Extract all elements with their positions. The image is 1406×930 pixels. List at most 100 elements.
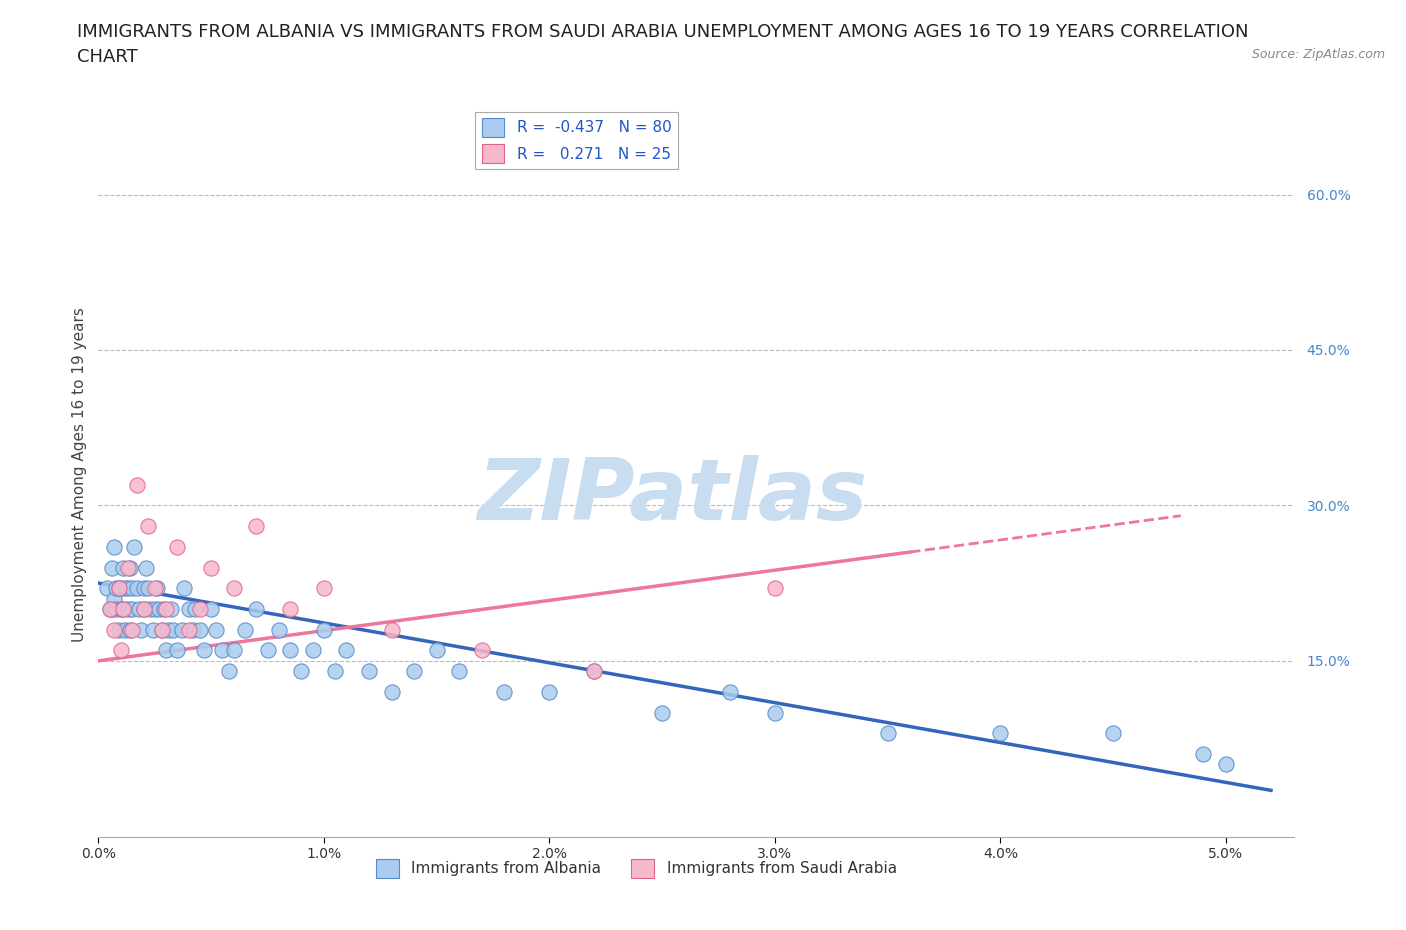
Point (245, 519, 267, 534)
Point (1102, 726, 1125, 741)
Point (312, 622, 335, 637)
Y-axis label: Unemployment Among Ages 16 to 19 years: Unemployment Among Ages 16 to 19 years (72, 307, 87, 642)
Point (141, 622, 163, 637)
Point (121, 622, 143, 637)
Point (157, 622, 180, 637)
Point (110, 602, 132, 617)
Point (112, 560, 135, 575)
Point (112, 602, 135, 617)
Point (136, 519, 159, 534)
Point (222, 643, 245, 658)
Point (278, 602, 301, 617)
Point (139, 602, 162, 617)
Point (211, 643, 233, 658)
Point (107, 581, 129, 596)
Point (146, 581, 169, 596)
Text: IMMIGRANTS FROM ALBANIA VS IMMIGRANTS FROM SAUDI ARABIA UNEMPLOYMENT AMONG AGES : IMMIGRANTS FROM ALBANIA VS IMMIGRANTS FR… (77, 23, 1249, 41)
Point (114, 581, 136, 596)
Point (335, 643, 357, 658)
Point (110, 643, 132, 658)
Point (117, 560, 139, 575)
Point (96, 581, 118, 596)
Point (117, 602, 139, 617)
Point (763, 705, 786, 720)
Point (583, 664, 606, 679)
Point (170, 622, 193, 637)
Point (107, 581, 129, 596)
Point (103, 539, 125, 554)
Point (200, 560, 222, 575)
Point (312, 581, 335, 596)
Text: ZIPatlas: ZIPatlas (477, 455, 868, 538)
Point (117, 581, 139, 596)
Point (105, 581, 128, 596)
Point (290, 664, 312, 679)
Point (101, 602, 124, 617)
Point (200, 602, 222, 617)
Point (110, 581, 132, 596)
Point (148, 602, 170, 617)
Point (143, 602, 166, 617)
Point (181, 622, 204, 637)
Point (103, 622, 125, 637)
Point (990, 726, 1012, 741)
Point (153, 602, 176, 617)
Point (118, 622, 141, 637)
Point (184, 602, 207, 617)
Point (173, 581, 195, 596)
Text: Source: ZipAtlas.com: Source: ZipAtlas.com (1251, 48, 1385, 61)
Point (256, 643, 278, 658)
Point (143, 581, 166, 596)
Point (121, 581, 143, 596)
Point (278, 643, 301, 658)
Point (129, 622, 152, 637)
Point (301, 643, 323, 658)
Point (125, 477, 148, 492)
Point (204, 622, 226, 637)
Point (162, 622, 184, 637)
Point (114, 622, 136, 637)
Point (118, 560, 141, 575)
Point (380, 684, 402, 699)
Point (233, 622, 256, 637)
Point (222, 581, 245, 596)
Point (218, 664, 240, 679)
Point (155, 643, 177, 658)
Point (245, 602, 267, 617)
Legend: Immigrants from Albania, Immigrants from Saudi Arabia: Immigrants from Albania, Immigrants from… (370, 853, 903, 884)
Point (651, 705, 673, 720)
Point (166, 643, 188, 658)
Point (135, 560, 157, 575)
Text: CHART: CHART (77, 48, 138, 66)
Point (380, 622, 402, 637)
Point (121, 602, 143, 617)
Point (404, 664, 426, 679)
Point (718, 684, 741, 699)
Point (538, 684, 561, 699)
Point (150, 622, 173, 637)
Point (763, 581, 786, 596)
Point (128, 602, 150, 617)
Point (323, 664, 346, 679)
Point (267, 622, 290, 637)
Point (188, 622, 211, 637)
Point (177, 602, 200, 617)
Point (193, 643, 215, 658)
Point (112, 602, 135, 617)
Point (159, 602, 181, 617)
Point (98, 602, 121, 617)
Point (101, 560, 124, 575)
Point (471, 643, 494, 658)
Point (98, 602, 121, 617)
Point (1215, 757, 1237, 772)
Point (136, 581, 159, 596)
Point (166, 539, 188, 554)
Point (103, 591, 125, 606)
Point (125, 581, 148, 596)
Point (105, 602, 128, 617)
Point (188, 602, 211, 617)
Point (357, 664, 380, 679)
Point (494, 684, 516, 699)
Point (132, 602, 155, 617)
Point (107, 622, 129, 637)
